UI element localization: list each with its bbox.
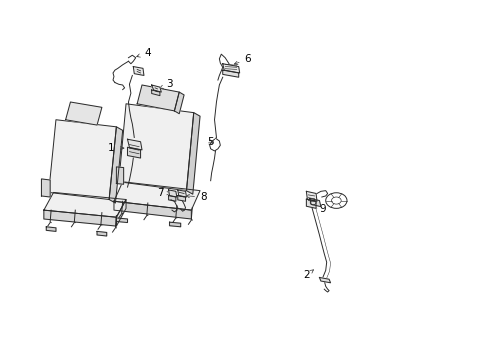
Polygon shape (116, 167, 123, 184)
Polygon shape (151, 90, 160, 96)
Polygon shape (49, 120, 116, 199)
Polygon shape (223, 70, 238, 77)
Polygon shape (137, 85, 179, 111)
Text: 1: 1 (108, 143, 123, 153)
Polygon shape (119, 104, 193, 191)
Polygon shape (186, 113, 200, 194)
Text: 3: 3 (160, 79, 172, 89)
Polygon shape (44, 192, 126, 217)
Polygon shape (178, 190, 186, 197)
Polygon shape (116, 199, 126, 226)
Polygon shape (168, 195, 176, 201)
Polygon shape (169, 222, 180, 227)
Text: 8: 8 (186, 192, 206, 202)
Polygon shape (127, 139, 142, 150)
Polygon shape (133, 67, 143, 76)
Polygon shape (65, 102, 102, 125)
Polygon shape (306, 192, 316, 201)
Polygon shape (109, 127, 122, 203)
Text: 6: 6 (234, 54, 251, 64)
Polygon shape (151, 85, 161, 92)
Polygon shape (127, 147, 140, 158)
Polygon shape (114, 201, 191, 219)
Polygon shape (46, 227, 56, 231)
Polygon shape (223, 64, 239, 73)
Text: 5: 5 (206, 137, 213, 147)
Polygon shape (97, 231, 106, 236)
Polygon shape (174, 92, 183, 114)
Polygon shape (114, 182, 200, 210)
Text: 7: 7 (157, 188, 170, 198)
Polygon shape (178, 195, 185, 201)
Polygon shape (116, 218, 127, 222)
Text: 9: 9 (313, 204, 325, 214)
Polygon shape (41, 179, 50, 197)
Polygon shape (306, 199, 315, 208)
Polygon shape (319, 278, 330, 283)
Polygon shape (44, 210, 116, 226)
Text: 4: 4 (137, 48, 150, 58)
Text: 2: 2 (303, 270, 313, 280)
Polygon shape (168, 190, 177, 197)
Polygon shape (309, 198, 320, 207)
